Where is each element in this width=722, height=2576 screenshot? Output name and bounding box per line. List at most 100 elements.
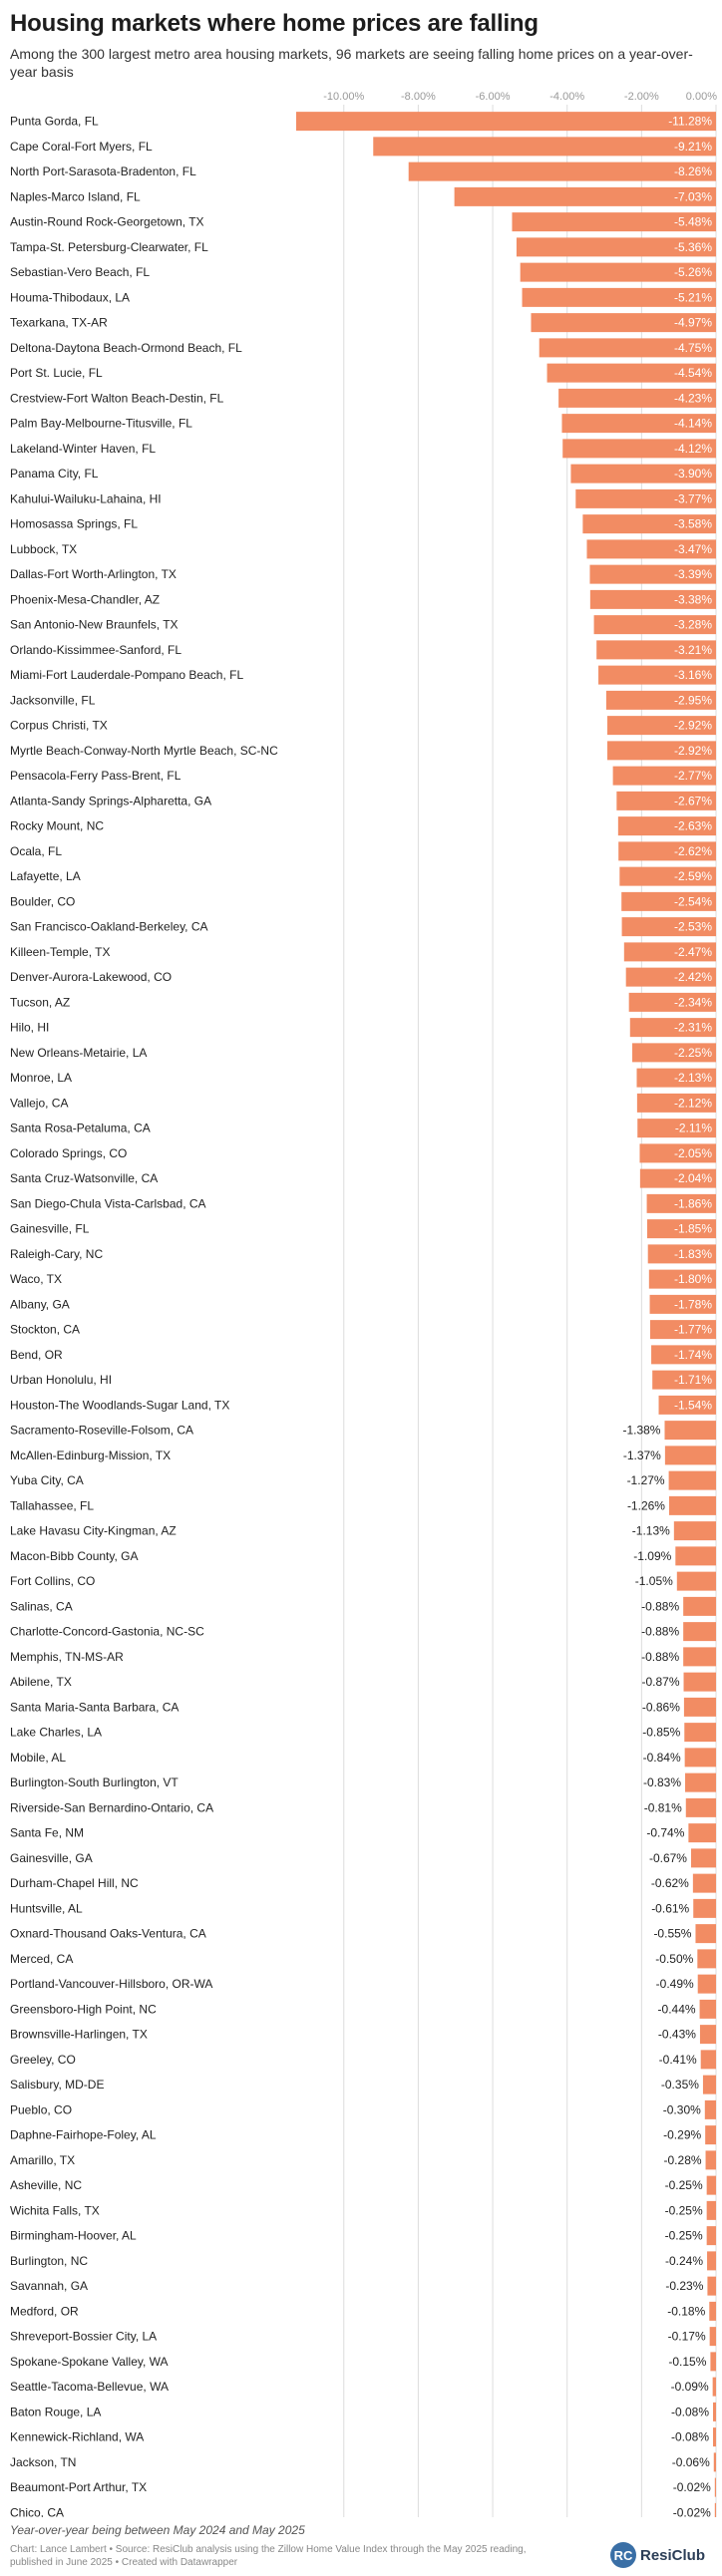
value-label: -4.75%	[674, 341, 712, 355]
category-label: Tucson, AZ	[10, 995, 70, 1009]
bar	[539, 338, 716, 358]
bar	[607, 716, 716, 736]
category-label: Raleigh-Cary, NC	[10, 1247, 103, 1261]
bar	[706, 2226, 716, 2246]
bar	[625, 967, 716, 987]
bar	[646, 1193, 716, 1213]
bar	[589, 589, 716, 609]
chart-subtitle: Among the 300 largest metro area housing…	[10, 46, 693, 80]
category-label: Port St. Lucie, FL	[10, 366, 103, 380]
logo-mark: RC	[610, 2542, 636, 2568]
category-label: Rocky Mount, NC	[10, 819, 104, 833]
value-label: -0.81%	[644, 1800, 682, 1814]
category-label: Santa Rosa-Petaluma, CA	[10, 1122, 151, 1135]
value-label: -0.24%	[665, 2254, 703, 2268]
value-label: -0.61%	[651, 1901, 689, 1915]
bar	[704, 2099, 716, 2119]
bar	[408, 161, 716, 181]
category-label: Burlington-South Burlington, VT	[10, 1775, 179, 1789]
bar	[713, 2452, 716, 2472]
value-label: -1.71%	[674, 1373, 712, 1387]
bar	[690, 1848, 716, 1868]
category-label: Lake Charles, LA	[10, 1726, 102, 1740]
value-label: -2.67%	[674, 794, 712, 807]
value-label: -1.74%	[674, 1348, 712, 1362]
value-label: -0.28%	[664, 2153, 702, 2167]
bar	[516, 237, 716, 257]
category-label: Lafayette, LA	[10, 869, 81, 883]
bar	[596, 640, 716, 660]
value-label: -0.67%	[649, 1851, 687, 1865]
bar	[675, 1546, 716, 1566]
value-label: -3.90%	[674, 467, 712, 481]
value-label: -0.25%	[665, 2203, 703, 2217]
bar	[546, 363, 716, 383]
bar	[607, 741, 716, 761]
source-credit: Chart: Lance Lambert • Source: ResiClub …	[10, 2543, 608, 2569]
value-label: -0.09%	[671, 2380, 709, 2394]
category-label: Orlando-Kissimmee-Sanford, FL	[10, 643, 181, 657]
category-label: Hilo, HI	[10, 1021, 49, 1035]
category-label: Chico, CA	[10, 2505, 64, 2517]
value-label: -3.38%	[674, 592, 712, 606]
bar	[512, 212, 716, 232]
value-label: -1.27%	[627, 1473, 665, 1487]
bar	[616, 791, 716, 810]
category-label: Merced, CA	[10, 1952, 73, 1966]
value-label: -0.85%	[642, 1726, 680, 1740]
value-label: -1.77%	[674, 1323, 712, 1337]
value-label: -1.38%	[622, 1424, 660, 1438]
bar	[618, 841, 716, 861]
category-label: McAllen-Edinburg-Mission, TX	[10, 1449, 171, 1462]
category-label: Salisbury, MD-DE	[10, 2078, 104, 2092]
bar	[709, 2301, 716, 2321]
category-label: Panama City, FL	[10, 467, 99, 481]
bar	[664, 1421, 716, 1441]
category-label: Pueblo, CO	[10, 2102, 72, 2116]
bar	[586, 539, 716, 559]
value-label: -4.12%	[674, 442, 712, 456]
x-tick-label: -2.00%	[624, 91, 659, 103]
category-label: Texarkana, TX-AR	[10, 316, 108, 330]
value-label: -8.26%	[674, 164, 712, 178]
category-label: Sacramento-Roseville-Folsom, CA	[10, 1424, 193, 1438]
bar	[695, 1924, 716, 1944]
value-label: -2.53%	[674, 920, 712, 934]
category-label: Spokane-Spokane Valley, WA	[10, 2355, 169, 2369]
value-label: -11.28%	[668, 115, 712, 129]
bar	[668, 1495, 716, 1515]
bars: Punta Gorda, FL -11.28% Cape Coral-Fort My…	[10, 112, 716, 2517]
bar	[693, 1898, 716, 1918]
category-label: Medford, OR	[10, 2304, 79, 2318]
bar	[373, 137, 716, 157]
value-label: -0.17%	[668, 2330, 706, 2344]
bar	[697, 1974, 716, 1994]
bar	[684, 1723, 716, 1743]
bar	[632, 1043, 716, 1063]
bar	[699, 1999, 716, 2019]
bar	[605, 690, 716, 710]
category-label: Phoenix-Mesa-Chandler, AZ	[10, 592, 160, 606]
category-label: Tallahassee, FL	[10, 1498, 94, 1512]
category-label: Lake Havasu City-Kingman, AZ	[10, 1524, 177, 1538]
value-label: -2.92%	[674, 719, 712, 733]
value-label: -0.50%	[655, 1952, 693, 1966]
value-label: -5.26%	[674, 265, 712, 279]
value-label: -1.83%	[674, 1247, 712, 1261]
category-label: Houma-Thibodaux, LA	[10, 290, 130, 304]
bar	[658, 1395, 716, 1415]
bar	[706, 2175, 716, 2195]
category-label: Myrtle Beach-Conway-North Myrtle Beach, …	[10, 744, 278, 758]
category-label: Santa Maria-Santa Barbara, CA	[10, 1700, 179, 1714]
value-label: -0.44%	[658, 2002, 696, 2016]
value-label: -4.14%	[674, 417, 712, 431]
value-label: -1.05%	[635, 1574, 673, 1588]
category-label: San Antonio-New Braunfels, TX	[10, 618, 179, 632]
value-label: -2.34%	[674, 995, 712, 1009]
bar	[683, 1697, 716, 1717]
category-label: Santa Cruz-Watsonville, CA	[10, 1171, 158, 1185]
category-label: Dallas-Fort Worth-Arlington, TX	[10, 567, 177, 581]
bar	[705, 2150, 716, 2170]
bar	[699, 2025, 716, 2045]
bar	[651, 1345, 716, 1365]
